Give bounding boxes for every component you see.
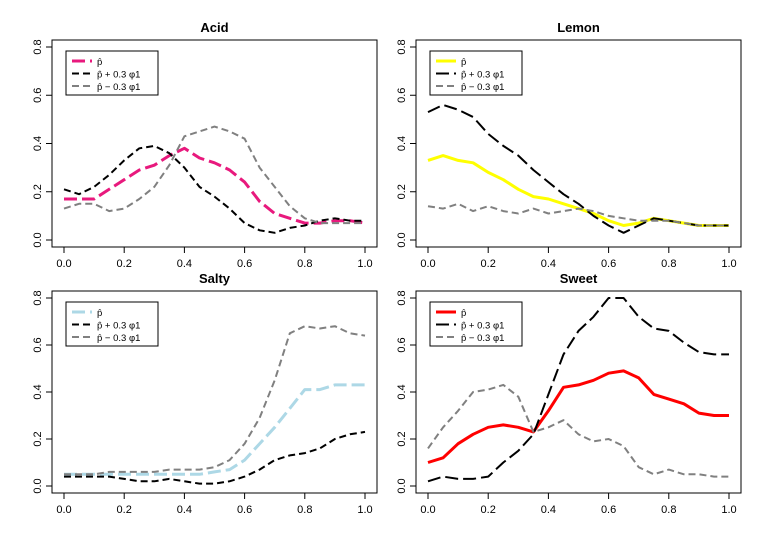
y-tick-label: 0.6 [32, 88, 44, 103]
chart-title: Acid [200, 20, 228, 35]
series-line-1 [427, 369, 729, 464]
legend: p̂ p̂ + 0.3 φ1p̂ − 0.3 φ1 [429, 301, 523, 347]
series-line-2 [64, 430, 366, 485]
x-tick-label: 0.8 [661, 258, 676, 270]
legend-label-1: p̂ [461, 308, 466, 319]
legend-label-1: p̂ [97, 308, 102, 319]
chart-panel-salty: Salty 0.0 0.2 0.4 0.6 0.8 1.0 0.0 0.2 0.4 0.6 0.8 p̂… [32, 271, 378, 516]
x-tick-label: 0.6 [601, 258, 616, 270]
x-tick-label: 1.0 [357, 258, 372, 270]
x-tick-label: 0.2 [117, 504, 132, 516]
series-line-2 [427, 297, 729, 483]
y-tick-label: 0.2 [32, 184, 44, 199]
chart-title: Sweet [560, 271, 598, 286]
chart-panel-sweet: Sweet 0.0 0.2 0.4 0.6 0.8 1.0 0.0 0.2 0.4 0.6 0.8 p̂… [396, 271, 742, 516]
series-line-3 [427, 202, 729, 227]
x-tick-label: 0.8 [297, 504, 312, 516]
series-line-1 [427, 154, 729, 227]
chart-panel-lemon: Lemon 0.0 0.2 0.4 0.6 0.8 1.0 0.0 0.2 0.4 0.6 0.8 p̂… [396, 20, 742, 270]
legend: p̂ p̂ + 0.3 φ1p̂ − 0.3 φ1 [65, 301, 159, 347]
y-tick-label: 0.8 [396, 39, 408, 54]
legend-box [65, 301, 159, 347]
x-tick-label: 1.0 [721, 504, 736, 516]
series-line-3 [63, 125, 365, 225]
series-line-3 [427, 383, 729, 478]
legend-label-1: p̂ [97, 57, 102, 68]
legend-label-1: p̂ [461, 57, 466, 68]
x-tick-label: 0.2 [481, 504, 496, 516]
y-tick-label: 0.0 [396, 232, 408, 247]
y-tick-label: 0.8 [396, 290, 408, 305]
legend-label-3: p̂ − 0.3 φ1 [461, 333, 504, 344]
legend-box [65, 50, 159, 96]
chart-title: Salty [199, 271, 231, 286]
y-tick-label: 0.6 [396, 88, 408, 103]
legend: p̂ p̂ + 0.3 φ1p̂ − 0.3 φ1 [65, 50, 159, 96]
y-tick-label: 0.2 [396, 431, 408, 446]
y-tick-label: 0.8 [32, 290, 44, 305]
x-tick-label: 0.6 [237, 504, 252, 516]
legend-label-2: p̂ + 0.3 φ1 [97, 321, 140, 332]
series-line-1 [64, 383, 365, 476]
x-tick-label: 0.6 [237, 258, 252, 270]
x-tick-label: 0.6 [601, 504, 616, 516]
y-tick-label: 0.4 [396, 136, 408, 151]
x-tick-label: 0.4 [541, 258, 556, 270]
x-tick-label: 0.4 [541, 504, 556, 516]
x-tick-label: 0.0 [56, 504, 71, 516]
legend-label-3: p̂ − 0.3 φ1 [97, 333, 140, 344]
x-tick-label: 0.8 [661, 504, 676, 516]
x-tick-label: 0.2 [117, 258, 132, 270]
x-tick-label: 0.0 [420, 504, 435, 516]
x-tick-label: 1.0 [721, 258, 736, 270]
series-line-2 [427, 103, 729, 234]
legend-label-2: p̂ + 0.3 φ1 [97, 70, 140, 81]
x-tick-label: 0.8 [297, 258, 312, 270]
x-tick-label: 0.0 [56, 258, 71, 270]
y-tick-label: 0.2 [32, 431, 44, 446]
chart-title: Lemon [557, 20, 600, 35]
legend: p̂ p̂ + 0.3 φ1p̂ − 0.3 φ1 [429, 50, 523, 96]
y-tick-label: 0.6 [32, 337, 44, 352]
legend-label-2: p̂ + 0.3 φ1 [461, 321, 504, 332]
x-tick-label: 0.2 [481, 258, 496, 270]
series-line-3 [64, 325, 366, 476]
y-tick-label: 0.4 [396, 384, 408, 399]
x-tick-label: 0.0 [420, 258, 435, 270]
y-tick-label: 0.6 [396, 337, 408, 352]
x-tick-label: 0.4 [177, 258, 192, 270]
legend-label-2: p̂ + 0.3 φ1 [461, 70, 504, 81]
y-tick-label: 0.8 [32, 39, 44, 54]
y-tick-label: 0.0 [32, 478, 44, 493]
y-tick-label: 0.4 [32, 384, 44, 399]
legend-label-3: p̂ − 0.3 φ1 [97, 82, 140, 93]
x-tick-label: 1.0 [357, 504, 372, 516]
y-tick-label: 0.0 [32, 232, 44, 247]
y-tick-label: 0.4 [32, 136, 44, 151]
legend-label-3: p̂ − 0.3 φ1 [461, 82, 504, 93]
y-tick-label: 0.2 [396, 184, 408, 199]
x-tick-label: 0.4 [177, 504, 192, 516]
y-tick-label: 0.0 [396, 478, 408, 493]
